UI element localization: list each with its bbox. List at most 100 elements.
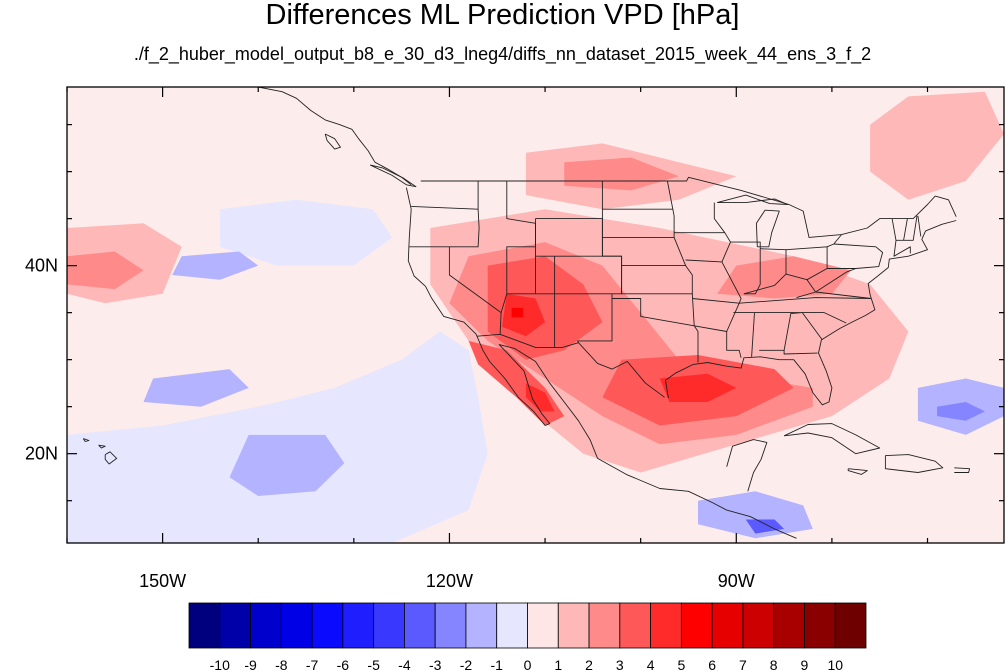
- colorbar-label: 10: [827, 657, 843, 672]
- lat-tick-label: 40N: [25, 256, 58, 276]
- state-border-26: [802, 312, 847, 324]
- lon-tick-label: 150W: [139, 571, 186, 591]
- colorbar-swatch: [804, 602, 836, 649]
- haida-gwaii: [324, 133, 341, 150]
- texas-core: [659, 373, 737, 402]
- state-border-35: [903, 218, 908, 241]
- caribbean-negative-inner: [745, 519, 785, 534]
- ohio-valley-positive: [717, 256, 851, 299]
- state-border-27: [743, 273, 817, 299]
- state-border-31: [815, 268, 872, 299]
- state-border-2: [448, 246, 502, 335]
- colorbar-swatch: [250, 602, 282, 649]
- colorbar-swatch: [742, 602, 775, 649]
- difference-field: [67, 91, 1004, 543]
- map-frame: [66, 86, 1005, 544]
- colorbar-label: 9: [801, 657, 809, 672]
- axis-tick-labels: 150W 120W 90W 40N 20N: [25, 256, 755, 591]
- colorbar-swatch: [434, 602, 467, 649]
- colorbar-swatch: [557, 602, 590, 649]
- puerto-rico: [954, 467, 971, 473]
- state-border-34: [896, 215, 918, 241]
- hispaniola: [884, 454, 944, 473]
- us-mexico-border: [477, 333, 665, 398]
- state-border-23: [733, 312, 803, 351]
- colorbar-swatch: [342, 602, 375, 649]
- state-border-21: [751, 312, 755, 357]
- colorbar-label: 2: [585, 657, 593, 672]
- colorbar-swatch: [496, 602, 528, 649]
- colorbar-label: 0: [524, 657, 532, 672]
- colorbar-swatch: [465, 602, 498, 649]
- hawaii-big-island: [104, 451, 118, 465]
- state-border-11: [601, 180, 675, 238]
- state-border-1: [409, 181, 480, 248]
- state-border-36: [917, 215, 922, 237]
- coastlines-and-borders: [82, 87, 971, 539]
- colorbar-swatch: [188, 602, 221, 649]
- state-border-3: [411, 205, 479, 210]
- colorbar-label: -10: [210, 657, 230, 672]
- map-title: Differences ML Prediction VPD [hPa]: [265, 0, 740, 31]
- state-border-10: [612, 298, 699, 363]
- colorbar-swatch: [650, 602, 682, 649]
- colorbar-swatch: [834, 602, 867, 649]
- colorbar-swatch: [680, 602, 713, 649]
- state-border-9: [577, 293, 613, 343]
- lon-tick-label: 120W: [426, 571, 473, 591]
- cuba: [783, 423, 881, 455]
- colorbar-swatch: [373, 602, 405, 649]
- colorbar-label: 1: [554, 657, 562, 672]
- baja-core: [525, 383, 555, 412]
- colorbar-swatch: [404, 602, 436, 649]
- state-border-24: [783, 350, 818, 355]
- colorbar-label: 5: [677, 657, 685, 672]
- state-border-29: [785, 246, 828, 281]
- state-border-20: [726, 331, 742, 358]
- gulf-coast: [665, 220, 957, 406]
- arizona-core: [502, 293, 546, 337]
- colorbar-label: -8: [275, 657, 288, 672]
- colorbar-swatch: [527, 602, 559, 649]
- colorbar-swatch: [588, 602, 621, 649]
- atlantic-negative-inner: [937, 402, 985, 421]
- hawaii-oahu: [82, 438, 90, 442]
- colorbar: -10 -9 -8 -7 -6 -5 -4 -3 -2 -1 0 1 2 3 4 5 6 7 8 9 10: [188, 602, 867, 672]
- colorbar-label: -3: [429, 657, 442, 672]
- east-canada-positive: [870, 91, 1004, 200]
- jamaica: [847, 468, 868, 475]
- pacific-negative-west: [172, 251, 259, 280]
- state-border-13: [601, 237, 687, 267]
- southwest-strong: [487, 256, 603, 360]
- pacific-negative-north: [220, 199, 393, 266]
- colorbar-swatch: [311, 602, 344, 649]
- us-west-coast: [405, 187, 477, 335]
- colorbar-swatch: [711, 602, 744, 649]
- hawaii-maui: [98, 444, 106, 449]
- colorbar-label: 7: [739, 657, 747, 672]
- great-lakes-superior: [717, 194, 789, 205]
- colorbar-label: -1: [491, 657, 504, 672]
- alaska-panhandle-coast: [258, 87, 412, 186]
- colorbar-label: 8: [770, 657, 778, 672]
- baja-mexico-coast: [475, 334, 797, 539]
- state-border-18: [721, 261, 742, 304]
- yucatan-coast: [726, 439, 768, 492]
- caribbean-negative: [698, 491, 813, 539]
- colorbar-swatch: [619, 602, 651, 649]
- lat-tick-label: 20N: [25, 444, 58, 464]
- colorbar-label: 4: [647, 657, 655, 672]
- pacific-positive-west-inner: [67, 251, 144, 290]
- state-border-17: [713, 202, 726, 233]
- colorbar-label: -4: [398, 657, 411, 672]
- colorbar-swatch: [773, 602, 805, 649]
- state-border-33: [891, 218, 911, 257]
- colorbar-label: -6: [337, 657, 350, 672]
- colorbar-label: -2: [460, 657, 473, 672]
- colorbar-label: -9: [244, 657, 257, 672]
- nevada-peak: [511, 307, 524, 318]
- colorbar-label: 3: [616, 657, 624, 672]
- state-border-19: [730, 241, 761, 295]
- axis-ticks: [66, 87, 1004, 543]
